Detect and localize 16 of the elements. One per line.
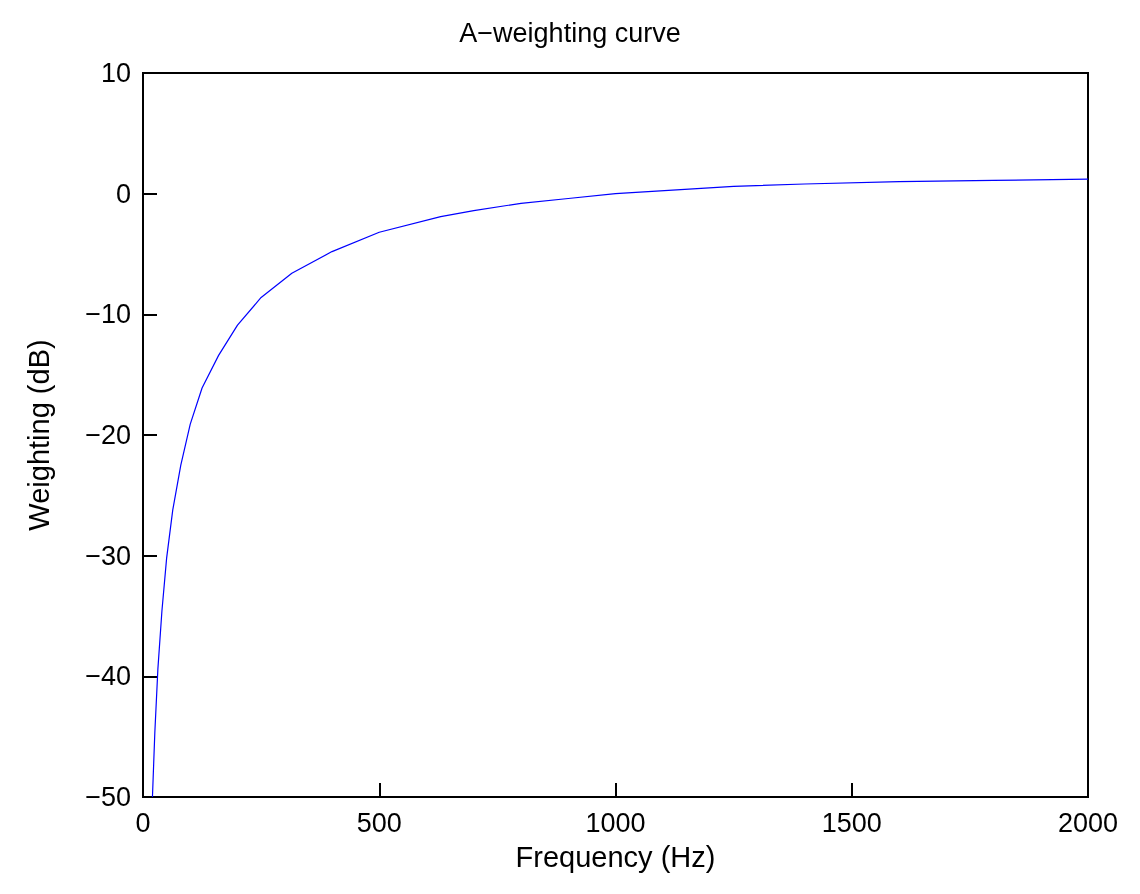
line-series: [151, 178, 1089, 798]
x-axis-title: Frequency (Hz): [515, 840, 716, 873]
y-tick-label: −30: [85, 540, 131, 571]
y-tick-label: 0: [115, 178, 131, 209]
y-tick-label: −20: [85, 420, 131, 450]
y-tick-label: −50: [85, 782, 131, 812]
x-tick-label: 1000: [585, 807, 646, 838]
x-tick-label: 2000: [1057, 807, 1119, 838]
y-axis-title: Weighting (dB): [22, 339, 55, 531]
x-tick-label: 500: [356, 807, 402, 838]
x-tick-label: 0: [135, 807, 151, 838]
y-tick-label: −40: [85, 661, 131, 692]
x-tick-label: 1500: [821, 807, 882, 838]
y-tick-label: 10: [100, 58, 131, 88]
y-tick-label: −10: [85, 299, 131, 330]
chart-title: A−weighting curve: [459, 17, 681, 48]
